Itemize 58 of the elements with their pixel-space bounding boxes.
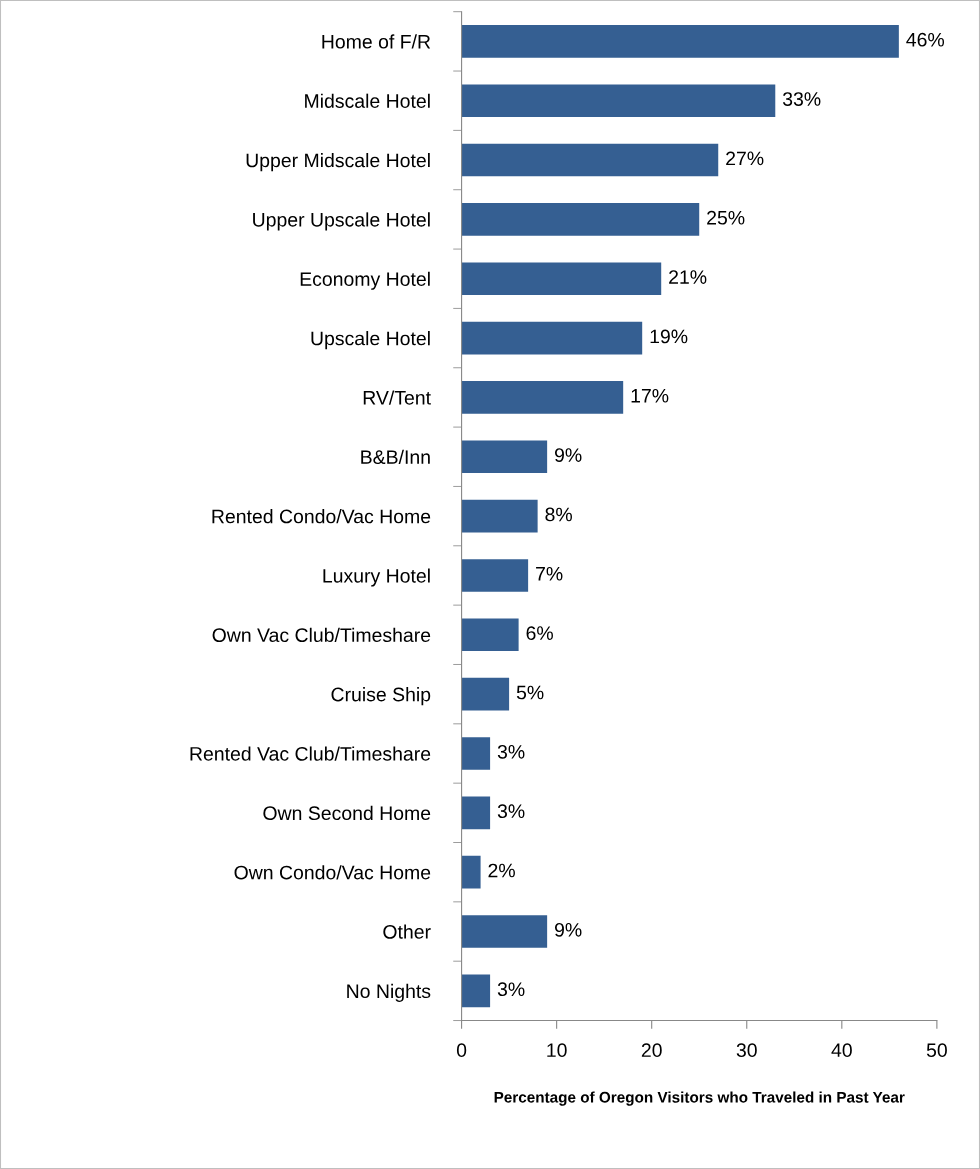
data-label: 33% [782, 92, 821, 106]
data-label: 2% [488, 863, 515, 878]
y-tick-label: Own Vac Club/Timeshare [212, 627, 431, 643]
y-tick-label: Economy Hotel [300, 271, 430, 290]
y-tick-label: Upper Upscale Hotel [253, 212, 430, 231]
x-axis-title: Percentage of Oregon Visitors who Traveled in Past Year [494, 1091, 905, 1106]
data-label: 27% [726, 151, 764, 166]
bar [461, 796, 491, 830]
y-tick-label: Home of F/R [322, 34, 431, 49]
x-tick-label: 50 [926, 1043, 947, 1058]
bar [461, 499, 538, 533]
data-label: 3% [497, 982, 525, 997]
y-tick-label: Rented Vac Club/Timeshare [190, 746, 431, 761]
x-tick-label: 30 [736, 1043, 757, 1058]
data-label: 3% [497, 804, 525, 819]
y-tick-label: Midscale Hotel [305, 93, 430, 108]
x-tick-label: 40 [831, 1043, 852, 1058]
bar [461, 974, 491, 1008]
bar [461, 25, 899, 58]
data-label: 5% [516, 685, 544, 700]
bar [461, 84, 776, 118]
y-tick-label: RV/Tent [363, 390, 431, 405]
bar [461, 321, 643, 355]
y-tick-label: No Nights [347, 983, 431, 1002]
data-label: 21% [669, 270, 707, 284]
y-tick-label: Upscale Hotel [311, 331, 430, 350]
x-tick-label: 10 [547, 1043, 567, 1058]
data-label: 17% [631, 388, 669, 403]
y-tick-label: Luxury Hotel [323, 568, 430, 587]
data-label: 6% [526, 626, 553, 641]
bar [461, 262, 662, 296]
bar [461, 737, 491, 770]
bar [461, 559, 529, 592]
data-label: 3% [497, 744, 525, 759]
y-tick-label: Rented Condo/Vac Home [212, 509, 431, 524]
data-label: 25% [707, 210, 745, 225]
bar [461, 143, 719, 177]
data-label: 19% [650, 329, 688, 344]
bar [461, 915, 548, 948]
data-label: 7% [536, 566, 563, 581]
x-tick-label: 20 [641, 1043, 662, 1058]
bar [461, 440, 548, 474]
y-tick-label: B&B/Inn [361, 449, 430, 465]
data-label: 9% [554, 448, 582, 462]
data-label: 8% [545, 507, 572, 522]
y-tick-label: Own Condo/Vac Home [234, 865, 431, 880]
bar [461, 203, 700, 236]
bar [461, 381, 624, 414]
y-tick-label: Other [383, 924, 431, 939]
bar [461, 677, 510, 711]
bar [461, 618, 519, 652]
data-label: 9% [554, 922, 582, 937]
y-tick-label: Own Second Home [263, 805, 431, 821]
data-label: 46% [906, 32, 945, 47]
x-tick-label: 0 [456, 1043, 467, 1058]
y-tick-label: Upper Midscale Hotel [246, 153, 430, 172]
y-tick-label: Cruise Ship [331, 687, 431, 706]
bar [461, 855, 481, 889]
